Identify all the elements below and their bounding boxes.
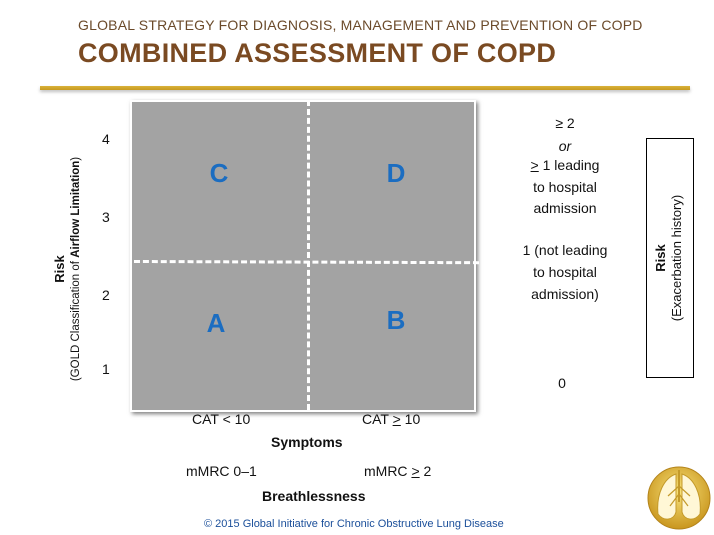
y-tick-4: 4 [102,131,110,147]
mmrc-high-label: mMRC > 2 [364,463,432,479]
page-title: COMBINED ASSESSMENT OF COPD [78,38,557,68]
exacerbation-mid-line2: to hospital [533,264,597,280]
quadrant-d: D [386,158,406,188]
risk-exacerbation-label: Risk (Exacerbation history) [653,135,685,381]
copyright-footer: © 2015 Global Initiative for Chronic Obs… [204,518,504,530]
exacerbation-low: 0 [558,375,566,391]
exacerbation-high-line1: ≥ 2 [555,115,575,131]
risk-exacerbation-sub: (Exacerbation history) [669,194,684,322]
y-axis-label-sub: (GOLD Classification of Airflow Limitati… [70,156,82,382]
exacerbation-high-line3: > 1 leading [530,157,600,173]
cat-high-label: CAT > 10 [362,411,421,427]
y-tick-2: 2 [102,287,110,303]
exacerbation-high-or: or [558,138,572,154]
risk-exacerbation-main: Risk [653,244,668,272]
breathlessness-label: Breathlessness [262,488,366,504]
vertical-dashed-divider [307,100,310,410]
y-tick-1: 1 [102,361,110,377]
header-subtitle: GLOBAL STRATEGY FOR DIAGNOSIS, MANAGEMEN… [78,17,643,33]
quadrant-a: A [206,308,226,338]
y-axis-label-main: Risk [52,255,67,283]
exacerbation-high-line5: admission [533,200,597,216]
y-tick-3: 3 [102,209,110,225]
title-divider [40,86,690,90]
assessment-grid [130,100,476,412]
y-axis-label: Risk (GOLD Classification of Airflow Lim… [52,149,84,389]
quadrant-b: B [386,305,406,335]
cat-low-label: CAT < 10 [192,411,251,427]
gold-lungs-logo-icon [647,466,711,530]
symptoms-label: Symptoms [271,434,343,450]
quadrant-c: C [209,158,229,188]
exacerbation-mid-line3: admission) [531,286,599,302]
mmrc-low-label: mMRC 0–1 [186,463,257,479]
exacerbation-mid-line1: 1 (not leading [522,242,608,258]
risk-exacerbation-box [646,138,694,378]
exacerbation-high-line4: to hospital [533,179,597,195]
